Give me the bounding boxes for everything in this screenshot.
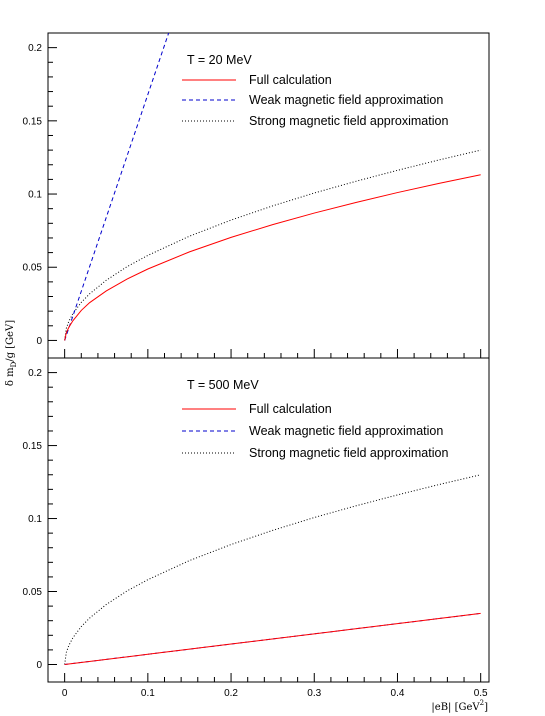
legend-label-strong: Strong magnetic field approximation	[249, 446, 448, 460]
y-axis-title-main: δ m	[5, 367, 16, 386]
legend-label-weak: Weak magnetic field approximation	[249, 424, 443, 438]
panel-top: 0 0.05 0.1 0.15 0.2 T = 20 MeV Full calculat…	[23, 32, 490, 359]
x-tick-label: 0	[62, 688, 68, 699]
y-tick-label: 0.05	[23, 263, 43, 274]
legend-title: T = 500 MeV	[187, 378, 259, 392]
curves-bottom	[64, 474, 481, 665]
x-axis-title-main: |eB| [GeV	[431, 702, 480, 713]
y-tick-label: 0.2	[28, 368, 42, 379]
series-full-line	[64, 174, 481, 341]
legend-bottom: T = 500 MeV Full calculation Weak magnet…	[182, 378, 448, 460]
legend-label-full: Full calculation	[249, 402, 332, 416]
y-tick-label: 0	[36, 336, 42, 347]
y-tick-label: 0.1	[28, 190, 42, 201]
x-tick-label: 0.3	[307, 688, 321, 699]
panel-bottom: 0 0.1 0.2 0.3 0.4 0.5 0 0.05 0.1 0.15 0.2 T = 500 …	[23, 357, 490, 699]
y-tick-label: 0.1	[28, 514, 42, 525]
y-axis-title: δ mD/g [GeV]	[5, 320, 18, 386]
x-tick-label: 0.1	[141, 688, 155, 699]
series-full-line	[64, 612, 481, 665]
series-weak-line	[64, 33, 170, 341]
legend-top: T = 20 MeV Full calculation Weak magneti…	[182, 53, 448, 128]
y-tick-label: 0	[36, 660, 42, 671]
y-tick-label: 0.05	[23, 587, 43, 598]
y-axis-title-end: /g [GeV]	[5, 320, 16, 362]
y-tick-label: 0.15	[23, 116, 43, 127]
ticks-top: 0 0.05 0.1 0.15 0.2	[23, 43, 482, 358]
x-axis-title-end: ]	[484, 702, 488, 713]
y-tick-label: 0.15	[23, 441, 43, 452]
x-axis-title: |eB| [GeV2]	[431, 699, 488, 713]
legend-label-strong: Strong magnetic field approximation	[249, 114, 448, 128]
x-axis-title-sup: 2	[480, 699, 484, 707]
x-tick-label: 0.5	[474, 688, 488, 699]
x-tick-label: 0.4	[391, 688, 405, 699]
ticks-bottom: 0 0.1 0.2 0.3 0.4 0.5 0 0.05 0.1 0.15 0.2	[23, 368, 489, 699]
x-tick-label: 0.2	[224, 688, 238, 699]
curves-top	[64, 33, 481, 341]
plot-frame-bottom	[47, 357, 490, 683]
y-axis-title-sub: D	[10, 361, 18, 367]
y-tick-label: 0.2	[28, 43, 42, 54]
legend-label-full: Full calculation	[249, 73, 332, 87]
legend-title: T = 20 MeV	[187, 53, 252, 67]
legend-label-weak: Weak magnetic field approximation	[249, 93, 443, 107]
